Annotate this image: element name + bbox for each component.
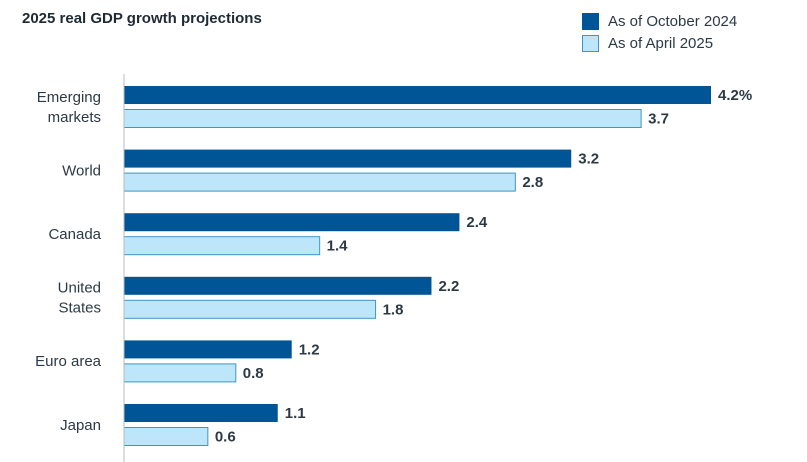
bar-april-2025 (123, 427, 209, 446)
category-label: Euro area (35, 353, 102, 370)
bar-april-2025 (123, 236, 321, 256)
legend-label-october-2024: As of October 2024 (608, 12, 738, 30)
bar-april-2025 (123, 109, 642, 128)
data-label: 0.8 (243, 365, 264, 382)
data-label: 3.7 (648, 111, 669, 128)
category-label: World (62, 162, 101, 179)
category-label: United States (58, 280, 101, 317)
bar-october-2024 (124, 213, 460, 232)
bar-october-2024 (124, 276, 432, 295)
data-label: 4.2% (718, 87, 752, 104)
legend: As of October 2024 As of April 2025 (582, 10, 737, 54)
bar-october-2024 (124, 149, 572, 168)
category-label: Japan (60, 417, 101, 434)
legend-swatch-october-2024 (582, 12, 599, 30)
bar-april-2025 (123, 299, 377, 319)
category-label: Canada (48, 226, 101, 243)
legend-item-october-2024: As of October 2024 (582, 10, 737, 32)
bar-april-2025 (123, 172, 516, 192)
category-label: Emerging markets (37, 89, 101, 126)
legend-label-april-2025: As of April 2025 (608, 34, 714, 52)
bar-april-2025 (123, 363, 237, 383)
legend-swatch-april-2025 (582, 34, 599, 52)
data-label: 1.1 (285, 405, 306, 422)
data-label: 2.8 (522, 174, 543, 191)
legend-item-april-2025: As of April 2025 (582, 32, 737, 54)
data-label: 1.2 (299, 341, 320, 358)
data-label: 2.2 (438, 278, 459, 295)
bar-october-2024 (124, 404, 278, 422)
chart-title: 2025 real GDP growth projections (22, 10, 262, 27)
bar-october-2024 (124, 340, 292, 359)
data-label: 1.8 (383, 301, 404, 318)
data-label: 3.2 (578, 151, 599, 168)
data-label: 2.4 (466, 214, 488, 231)
data-label: 0.6 (215, 429, 236, 446)
bar-october-2024 (124, 86, 711, 104)
data-label: 1.4 (327, 238, 349, 255)
